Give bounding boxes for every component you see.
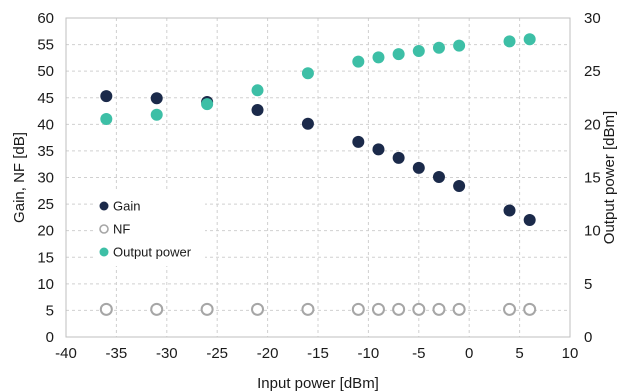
y-right-tick-label: 20 [584, 116, 601, 133]
output-power-point [523, 33, 536, 46]
legend: Gain NF Output power [95, 192, 205, 266]
x-tick-label: -15 [307, 345, 329, 362]
legend-label-output-power: Output power [113, 245, 192, 260]
y-right-tick-label: 30 [584, 10, 601, 27]
nf-point [412, 302, 426, 316]
gain-point [301, 117, 314, 130]
y-left-tick-label: 15 [37, 249, 54, 266]
output-power-point [150, 108, 163, 121]
x-tick-label: -35 [106, 345, 128, 362]
output-power-point [301, 67, 314, 80]
x-axis-title: Input power [dBm] [257, 375, 379, 392]
nf-point [351, 302, 365, 316]
x-tick-label: -20 [257, 345, 279, 362]
gain-point [523, 214, 536, 227]
output-power-point [453, 39, 466, 52]
x-tick-label: -40 [55, 345, 77, 362]
y-right-tick-label: 0 [584, 329, 592, 346]
gain-point [100, 90, 113, 103]
gain-point [352, 135, 365, 148]
y-left-tick-label: 55 [37, 37, 54, 54]
nf-point [503, 302, 517, 316]
y-left-tick-label: 35 [37, 143, 54, 160]
output-power-point [412, 44, 425, 57]
output-power-point [251, 84, 264, 97]
nf-point [99, 302, 113, 316]
y-left-tick-label: 50 [37, 63, 54, 80]
output-power-point [503, 35, 516, 48]
y-left-tick-label: 0 [46, 329, 54, 346]
gain-point [412, 161, 425, 174]
gain-point [150, 92, 163, 105]
legend-box [95, 192, 205, 266]
output-power-point [100, 113, 113, 126]
legend-marker-gain [99, 201, 109, 211]
output-power-point [201, 98, 214, 111]
output-power-point [392, 48, 405, 61]
gain-point [251, 103, 264, 116]
nf-point [523, 302, 537, 316]
legend-marker-nf [99, 224, 109, 234]
legend-label-nf: NF [113, 222, 130, 237]
y-right-tick-label: 5 [584, 276, 592, 293]
x-tick-label: -30 [156, 345, 178, 362]
legend-label-gain: Gain [113, 199, 140, 214]
y-left-tick-label: 5 [46, 302, 54, 319]
x-tick-label: -5 [412, 345, 425, 362]
y-left-tick-label: 45 [37, 90, 54, 107]
nf-point [301, 302, 315, 316]
y-left-tick-label: 25 [37, 196, 54, 213]
x-tick-label: 10 [562, 345, 579, 362]
y-right-tick-label: 15 [584, 170, 601, 187]
nf-point [392, 302, 406, 316]
grid [65, 17, 571, 338]
y-right-tick-label: 10 [584, 223, 601, 240]
output-power-point [372, 51, 385, 64]
nf-point [200, 302, 214, 316]
nf-point [251, 302, 265, 316]
output-power-point [432, 41, 445, 54]
y-left-tick-label: 30 [37, 170, 54, 187]
x-tick-label: -10 [358, 345, 380, 362]
gain-point [453, 180, 466, 193]
nf-point [371, 302, 385, 316]
gain-point [432, 170, 445, 183]
y-left-axis-title: Gain, NF [dB] [11, 132, 28, 223]
axes: -40 -35 -30 -25 -20 -15 -10 -5 0 5 10 0 5 10 15 20 25 30 3… [11, 10, 618, 392]
data-points [99, 33, 537, 316]
x-tick-label: 0 [465, 345, 473, 362]
gain-point [503, 204, 516, 217]
x-tick-label: 5 [515, 345, 523, 362]
nf-point [432, 302, 446, 316]
y-right-tick-label: 25 [584, 63, 601, 80]
nf-point [452, 302, 466, 316]
x-tick-label: -25 [206, 345, 228, 362]
y-left-tick-label: 20 [37, 223, 54, 240]
gain-point [392, 151, 405, 164]
y-left-tick-label: 10 [37, 276, 54, 293]
y-left-tick-label: 40 [37, 116, 54, 133]
y-right-axis-title: Output power [dBm] [601, 111, 618, 244]
gain-point [372, 143, 385, 156]
plot-frame [65, 17, 571, 338]
output-power-point [352, 55, 365, 68]
nf-point [150, 302, 164, 316]
y-left-tick-label: 60 [37, 10, 54, 27]
legend-marker-output-power [99, 247, 109, 257]
